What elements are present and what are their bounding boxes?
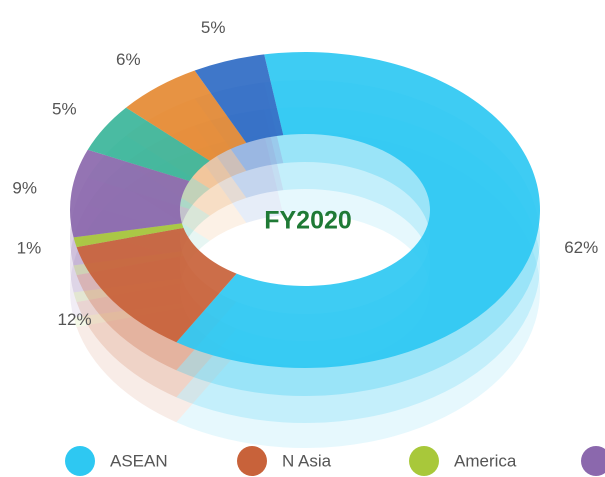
legend-label: ASEAN <box>110 451 168 470</box>
legend-label: America <box>454 451 517 470</box>
legend-swatch <box>409 446 439 476</box>
segment <box>73 223 184 248</box>
legend-swatch <box>237 446 267 476</box>
value-label: 1% <box>17 239 42 258</box>
segment <box>194 54 284 143</box>
value-label: 5% <box>52 99 77 118</box>
segment <box>176 52 541 369</box>
value-label: 62% <box>564 238 598 257</box>
value-label: 6% <box>116 50 141 69</box>
segment <box>87 107 210 182</box>
value-label: 12% <box>58 310 92 329</box>
segment <box>69 149 190 238</box>
value-label: 9% <box>12 179 37 198</box>
legend-swatch <box>65 446 95 476</box>
segment <box>76 227 237 343</box>
center-label: FY2020 <box>264 207 352 235</box>
segment-depth <box>194 134 284 223</box>
value-label: 5% <box>201 18 226 37</box>
segment <box>126 70 247 161</box>
donut <box>69 52 541 449</box>
legend-swatch <box>581 446 605 476</box>
legend-label: N Asia <box>282 451 332 470</box>
